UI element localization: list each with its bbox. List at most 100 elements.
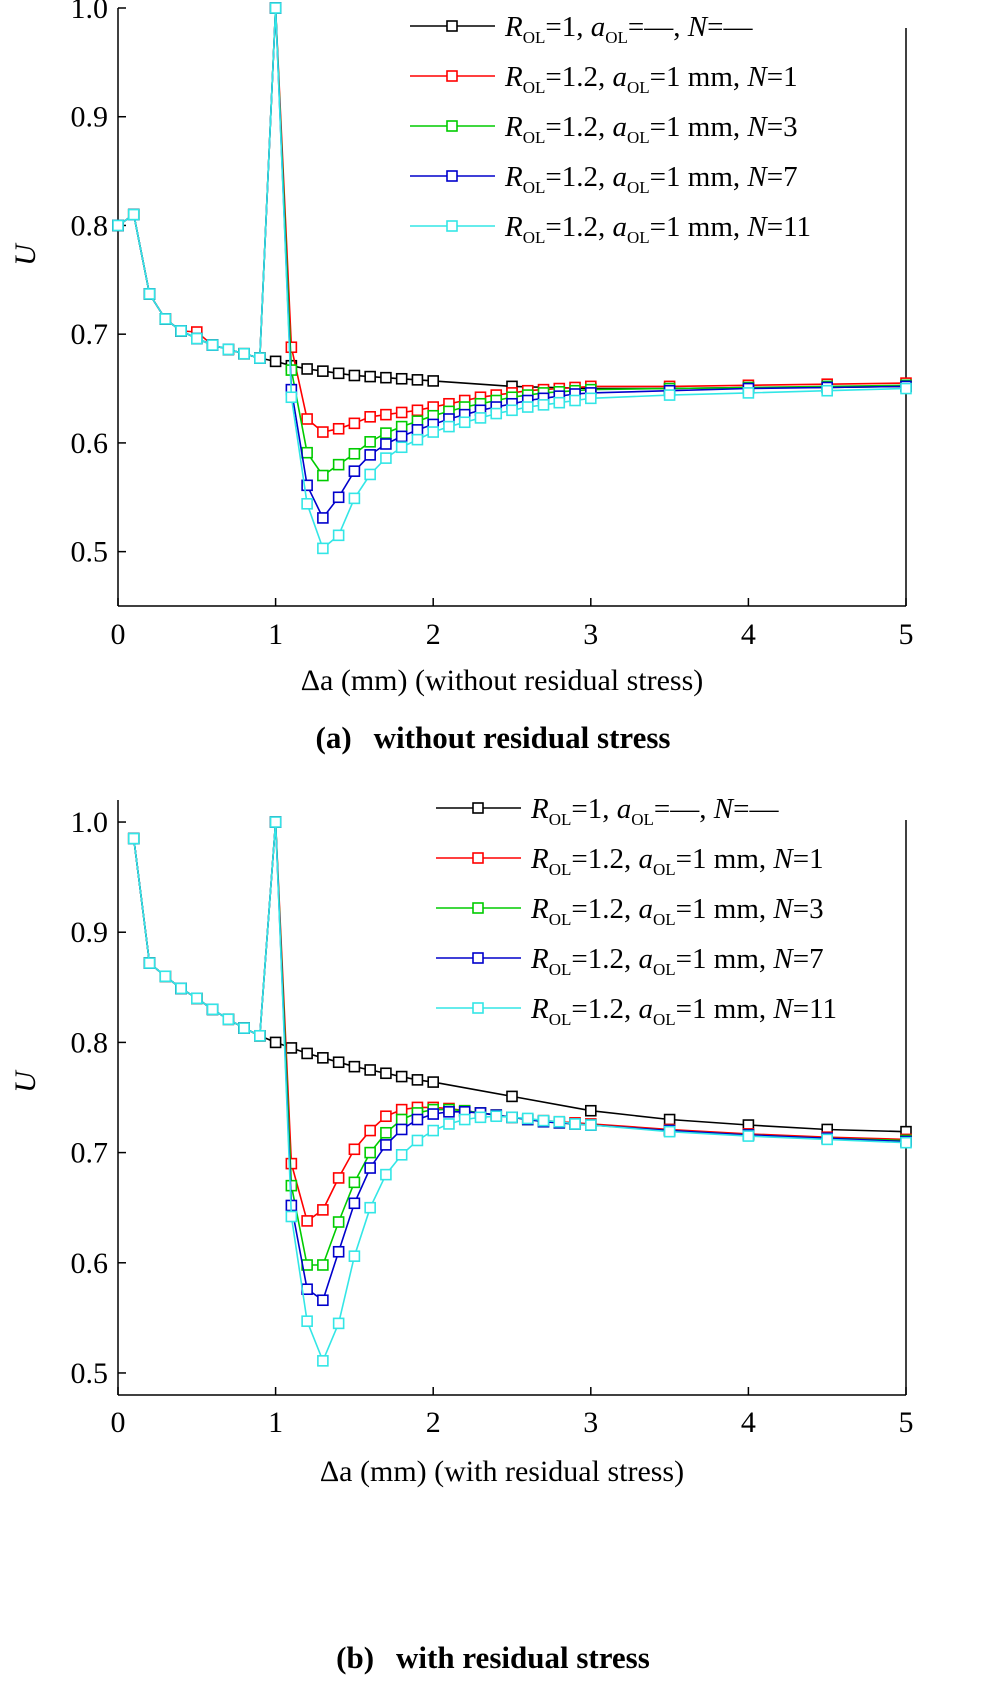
panel-a: 0 1 2 3 4 5 0.5 0.6 0.7 0.8 0.9 1.0 Δa (mm) (without…	[9, 0, 914, 755]
data-point	[411, 374, 424, 386]
data-point	[443, 1118, 455, 1130]
legend-marker	[472, 902, 484, 914]
data-point	[159, 313, 172, 325]
legend-label-part: =	[793, 843, 809, 875]
legend-label-part: =	[793, 943, 809, 975]
legend-label: ROL=1.2, aOL=1 mm, N=11	[504, 211, 811, 247]
legend-marker	[446, 120, 458, 132]
legend-label-part: a	[639, 893, 654, 925]
data-point	[269, 1036, 282, 1049]
legend-item-3: ROL=1.2, aOL=1 mm, N=7	[410, 161, 798, 197]
legend-label-part: 1	[666, 161, 681, 193]
y-tick-label: 0.9	[71, 101, 109, 134]
legend-label-part: =	[767, 111, 783, 143]
x-tick-label: 3	[583, 1406, 598, 1439]
data-point	[584, 392, 597, 405]
legend-label-part: ,	[759, 843, 774, 875]
legend-label-part: N	[687, 11, 709, 43]
x-tick-label: 0	[111, 618, 126, 651]
data-point	[112, 219, 124, 232]
legend-label-part: OL	[549, 910, 572, 929]
legend-item-1: ROL=1.2, aOL=1 mm, N=1	[410, 61, 798, 97]
data-point	[380, 1168, 392, 1181]
legend-label-part: OL	[523, 228, 546, 247]
legend-label-part: 1	[692, 843, 707, 875]
legend-label-part: =	[767, 161, 783, 193]
legend-label-part: R	[504, 111, 523, 143]
legend-item-0: ROL=1, aOL=—, N=—	[410, 11, 753, 47]
data-point	[175, 325, 187, 337]
legend-label-part: OL	[605, 28, 628, 47]
data-point	[348, 1060, 361, 1073]
data-point	[206, 339, 219, 351]
legend-label: ROL=1.2, aOL=1 mm, N=11	[530, 993, 837, 1029]
legend-label-part: OL	[523, 78, 546, 97]
legend: ROL=1, aOL=—, N=—ROL=1.2, aOL=1 mm, N=1R…	[436, 793, 837, 1029]
y-tick-label: 0.5	[71, 1357, 109, 1390]
data-point	[317, 542, 329, 555]
data-point	[395, 406, 408, 419]
legend-label-part: a	[613, 111, 628, 143]
x-tick-label: 1	[268, 1406, 283, 1439]
legend: ROL=1, aOL=—, N=—ROL=1.2, aOL=1 mm, N=1R…	[410, 11, 811, 247]
legend-label-part: R	[530, 943, 549, 975]
x-tick-label: 3	[583, 618, 598, 651]
legend-label-part: —	[748, 793, 779, 825]
legend-label-part: N	[746, 61, 768, 93]
legend-label-part: R	[504, 61, 523, 93]
data-point	[411, 404, 424, 417]
data-point	[553, 1115, 566, 1128]
legend-label-part: =	[707, 11, 723, 43]
data-point	[553, 396, 566, 409]
data-point	[332, 1317, 345, 1330]
legend-label-part: OL	[523, 178, 546, 197]
data-point	[348, 1197, 361, 1210]
legend-label-part: =	[650, 161, 666, 193]
data-point	[364, 411, 376, 423]
legend-label-part: N	[772, 943, 794, 975]
legend-label-part: —	[643, 11, 674, 43]
legend-item-0: ROL=1, aOL=—, N=—	[436, 793, 779, 829]
series-line	[133, 838, 907, 1133]
data-point	[521, 401, 534, 413]
data-point	[285, 1210, 298, 1223]
legend-label: ROL=1.2, aOL=1 mm, N=1	[530, 843, 824, 879]
data-point	[301, 413, 313, 425]
data-point	[238, 1022, 250, 1034]
legend-label-part: R	[530, 793, 549, 825]
legend-marker	[446, 20, 458, 32]
legend-marker	[472, 1002, 484, 1014]
legend-label: ROL=1.2, aOL=1 mm, N=7	[530, 943, 824, 979]
data-point	[506, 404, 518, 417]
legend-label-part: 1	[666, 111, 681, 143]
data-point	[380, 408, 392, 421]
y-tick-label: 0.9	[71, 916, 109, 949]
data-point	[443, 420, 455, 433]
data-point	[317, 1052, 329, 1064]
legend-label-part: =	[650, 61, 666, 93]
x-axis-symbol: Δa	[320, 1455, 353, 1488]
legend-label: ROL=1.2, aOL=1 mm, N=3	[504, 111, 798, 147]
data-point	[490, 1110, 503, 1123]
data-point	[301, 446, 313, 459]
caption-letter: (a)	[316, 720, 352, 755]
legend-item-1: ROL=1.2, aOL=1 mm, N=1	[436, 843, 824, 879]
data-point	[458, 1113, 471, 1126]
panel-caption: (b) with residual stress	[336, 1640, 650, 1675]
data-point	[380, 371, 392, 384]
legend-label-part: ,	[624, 943, 639, 975]
data-point	[332, 1056, 345, 1069]
caption-letter: (b)	[336, 1640, 374, 1675]
data-point	[332, 529, 345, 542]
legend-label-part: ,	[624, 843, 639, 875]
legend-label-part: R	[504, 161, 523, 193]
y-tick-label: 1.0	[71, 806, 109, 839]
legend-label-part: N	[713, 793, 735, 825]
data-point	[380, 452, 392, 464]
series-4	[127, 816, 912, 1367]
x-axis-title: Δa (mm) (with residual stress)	[320, 1455, 684, 1488]
legend-label-part: OL	[549, 1010, 572, 1029]
legend-label-part: 1	[666, 61, 681, 93]
y-tick-label: 0.5	[71, 536, 109, 569]
data-point	[317, 426, 329, 438]
